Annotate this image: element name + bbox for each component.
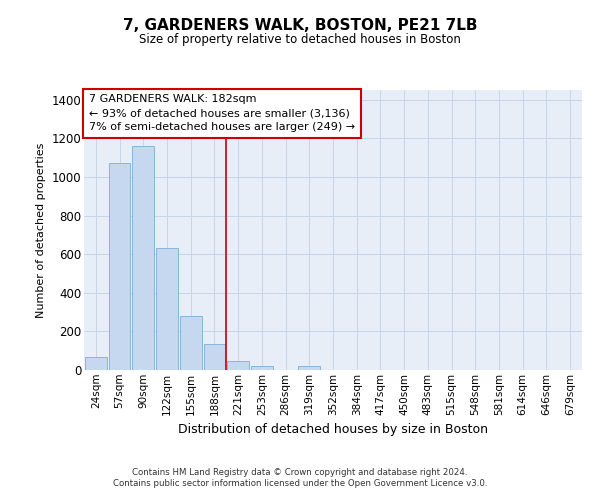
Bar [156,248,178,370]
X-axis label: Distribution of detached houses by size in Boston: Distribution of detached houses by size … [178,423,488,436]
Text: 7 GARDENERS WALK: 182sqm
← 93% of detached houses are smaller (3,136)
7% of semi: 7 GARDENERS WALK: 182sqm ← 93% of detach… [89,94,355,132]
Bar [180,316,202,370]
Bar [227,362,249,370]
Bar [109,164,130,370]
Text: Contains HM Land Registry data © Crown copyright and database right 2024.
Contai: Contains HM Land Registry data © Crown c… [113,468,487,487]
Text: 7, GARDENERS WALK, BOSTON, PE21 7LB: 7, GARDENERS WALK, BOSTON, PE21 7LB [123,18,477,32]
Bar [85,358,107,370]
Bar [251,366,273,370]
Bar [203,344,226,370]
Text: Size of property relative to detached houses in Boston: Size of property relative to detached ho… [139,32,461,46]
Bar [298,366,320,370]
Y-axis label: Number of detached properties: Number of detached properties [36,142,46,318]
Bar [133,146,154,370]
